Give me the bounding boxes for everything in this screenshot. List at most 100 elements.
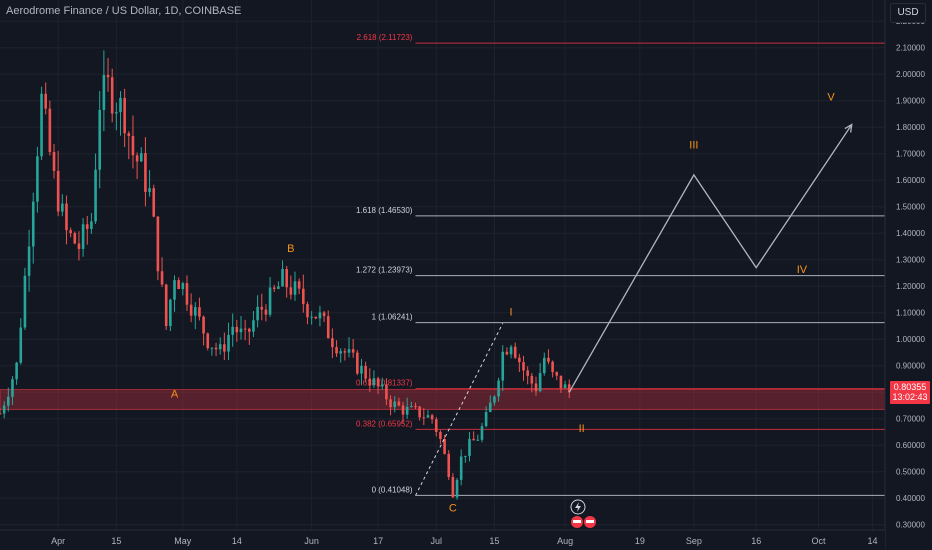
candle-body <box>227 334 230 352</box>
candle-body <box>131 136 135 156</box>
time-tick-label: Aug <box>557 536 573 546</box>
candle-body <box>447 453 451 477</box>
last-price-tag: 0.80355 13:02:43 <box>890 381 930 404</box>
time-axis: Apr 15 May 14 Jun 17 Jul 15 Aug 19 Sep 16 Oct 14 <box>0 529 885 550</box>
candle-body <box>94 169 97 222</box>
candle-body <box>289 287 293 295</box>
resistance-zone <box>0 389 886 410</box>
candle-body <box>198 307 201 317</box>
time-tick-label: Oct <box>812 536 827 546</box>
candle-body <box>480 426 484 440</box>
time-tick-label: Sep <box>686 536 702 546</box>
bar-countdown: 13:02:43 <box>892 392 928 402</box>
candle-body <box>397 401 401 406</box>
projection-line <box>568 124 853 393</box>
candle-body <box>44 93 48 109</box>
candle-body <box>326 316 330 339</box>
candle-body <box>52 152 56 171</box>
candle-body <box>518 357 521 363</box>
price-tick-label: 1.70000 <box>896 150 925 159</box>
candle-body <box>430 415 434 420</box>
candle-body <box>264 309 268 315</box>
lightning-bolt-icon <box>575 502 581 512</box>
candle-body <box>160 271 164 285</box>
fib-label: 0.618 (0.81337) <box>356 379 413 388</box>
candle-body <box>110 77 114 114</box>
candle-body <box>148 188 151 192</box>
earnings-mark-icon <box>573 520 581 523</box>
candle-body <box>252 320 255 332</box>
candle-body <box>509 346 513 355</box>
candle-body <box>135 155 139 162</box>
candle-body <box>206 333 210 349</box>
time-tick-label: 15 <box>489 536 499 546</box>
candle-body <box>476 439 480 441</box>
wave-label: III <box>689 139 698 151</box>
candle-body <box>306 304 309 318</box>
candle-body <box>567 384 571 393</box>
candle-body <box>547 357 550 362</box>
candle-body <box>418 406 421 418</box>
projection-path <box>415 123 853 496</box>
price-tick-label: 1.30000 <box>896 256 925 265</box>
candle-body <box>426 415 430 418</box>
price-tick-label: 0.30000 <box>896 521 925 530</box>
candle-body <box>472 438 475 441</box>
candle-body <box>389 399 392 408</box>
candle-body <box>393 401 397 408</box>
candle-body <box>48 108 52 153</box>
fib-label: 1.618 (1.46530) <box>356 206 413 215</box>
time-tick-label: Jun <box>304 536 319 546</box>
candle-body <box>364 365 367 379</box>
candle-body <box>139 153 143 162</box>
candle-body <box>451 476 455 498</box>
price-tick-label: 0.60000 <box>896 441 925 450</box>
dividends-mark-icon <box>586 520 594 523</box>
candle-body <box>210 347 214 349</box>
time-tick-label: Apr <box>51 536 65 546</box>
candle-body <box>202 316 205 334</box>
wave-label: II <box>579 423 585 435</box>
price-tick-label: 2.00000 <box>896 70 925 79</box>
projection-arrowhead <box>844 123 853 133</box>
candle-body <box>534 383 538 392</box>
candle-body <box>368 378 372 386</box>
candle-body <box>318 312 322 319</box>
impulse-dashed-line <box>415 323 504 496</box>
candle-body <box>98 109 102 170</box>
price-tick-label: 0.40000 <box>896 494 925 503</box>
candle-body <box>563 384 567 389</box>
candle-body <box>73 233 77 244</box>
candle-body <box>551 361 554 373</box>
candle-body <box>343 351 347 353</box>
price-tick-label: 1.90000 <box>896 97 925 106</box>
wave-label: I <box>510 306 513 318</box>
wave-label: IV <box>797 264 808 276</box>
candle-body <box>0 413 2 415</box>
price-tick-label: 1.00000 <box>896 335 925 344</box>
candle-body <box>156 216 160 272</box>
candle-body <box>522 362 525 371</box>
lightning-icon[interactable] <box>570 499 586 515</box>
price-tick-label: 0.90000 <box>896 362 925 371</box>
candle-body <box>123 97 126 134</box>
candle-body <box>56 170 60 212</box>
candle-body <box>505 351 509 355</box>
candle-body <box>173 280 176 300</box>
time-tick-label: 14 <box>868 536 878 546</box>
candle-body <box>443 438 446 454</box>
candle-body <box>281 269 284 287</box>
candle-body <box>464 455 467 457</box>
price-tick-label: 1.50000 <box>896 203 925 212</box>
candle-body <box>468 438 471 456</box>
candle-body <box>410 406 413 408</box>
candle-body <box>272 287 276 289</box>
currency-selector[interactable]: USD <box>890 3 926 23</box>
candle-body <box>493 396 496 403</box>
candle-body <box>380 384 384 387</box>
candle-body <box>538 373 542 392</box>
candles <box>0 50 571 500</box>
